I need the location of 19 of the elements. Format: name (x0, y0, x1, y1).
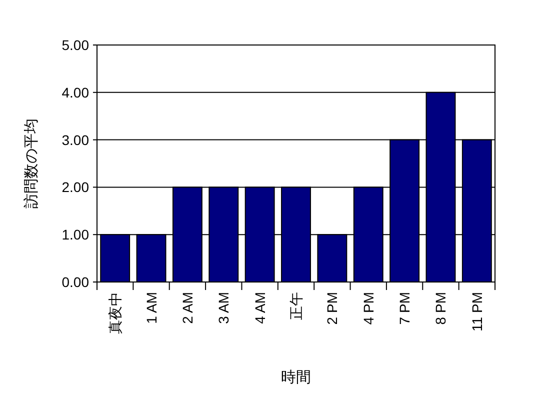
x-tick-label: 2 AM (179, 292, 196, 324)
x-tick-label: 正午 (288, 292, 304, 320)
y-tick-label: 0.00 (62, 274, 90, 290)
x-tick-label: 11 PM (468, 292, 485, 332)
y-axis-title: 訪問数の平均 (23, 118, 40, 208)
y-tick-label: 1.00 (62, 226, 90, 243)
y-tick-label: 5.00 (62, 37, 90, 53)
y-tick-label: 4.00 (62, 84, 90, 100)
x-tick-label: 真夜中 (107, 292, 124, 334)
x-tick-label: 4 AM (252, 292, 268, 324)
x-axis-title: 時間 (281, 369, 311, 386)
x-tick-label: 4 PM (360, 292, 376, 325)
x-tick-label: 3 AM (216, 292, 232, 324)
x-tick-label: 1 AM (143, 292, 160, 324)
x-tick-label: 2 PM (324, 292, 340, 325)
x-tick-label: 8 PM (432, 292, 449, 325)
y-tick-label: 2.00 (62, 179, 90, 196)
x-tick-label: 7 PM (396, 292, 413, 325)
y-tick-label: 3.00 (62, 132, 90, 148)
